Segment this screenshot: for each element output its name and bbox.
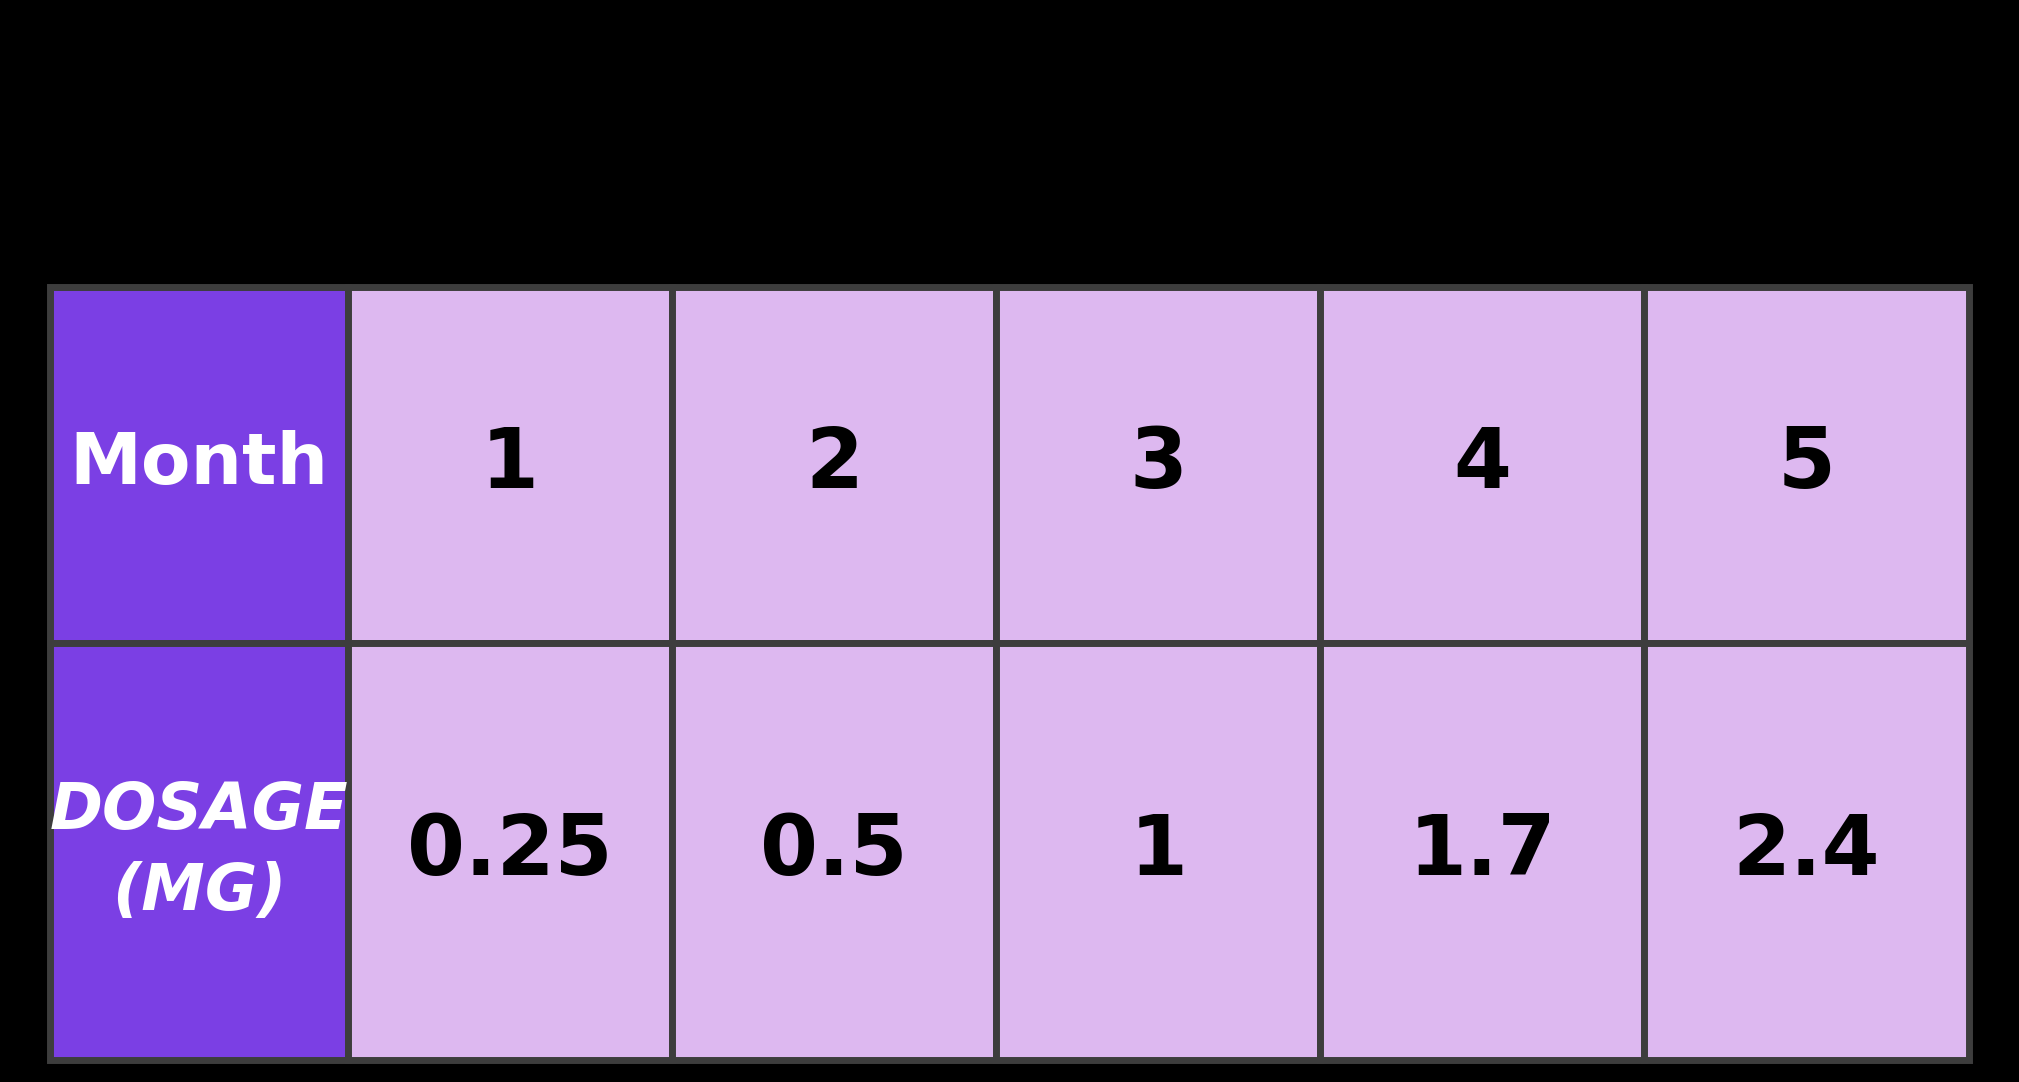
Text: 2: 2 xyxy=(806,424,862,505)
Bar xyxy=(50,287,347,643)
Text: 4: 4 xyxy=(1454,424,1512,505)
Text: DOSAGE
(MG): DOSAGE (MG) xyxy=(50,780,349,923)
Bar xyxy=(1643,287,1969,643)
Bar xyxy=(1643,643,1969,1060)
Bar xyxy=(672,287,995,643)
Bar xyxy=(995,287,1320,643)
Bar xyxy=(347,287,672,643)
Bar xyxy=(50,643,347,1060)
Text: 1.7: 1.7 xyxy=(1409,812,1557,892)
Text: Month: Month xyxy=(69,431,329,499)
Text: 1: 1 xyxy=(481,424,539,505)
Bar xyxy=(1320,287,1643,643)
Text: 2.4: 2.4 xyxy=(1732,812,1880,892)
Text: 1: 1 xyxy=(1129,812,1187,892)
Bar xyxy=(995,643,1320,1060)
Bar xyxy=(1320,643,1643,1060)
Text: 3: 3 xyxy=(1129,424,1187,505)
Text: 0.25: 0.25 xyxy=(408,812,612,892)
Text: 5: 5 xyxy=(1777,424,1835,505)
Text: 0.5: 0.5 xyxy=(761,812,909,892)
Bar xyxy=(672,643,995,1060)
Bar xyxy=(347,643,672,1060)
